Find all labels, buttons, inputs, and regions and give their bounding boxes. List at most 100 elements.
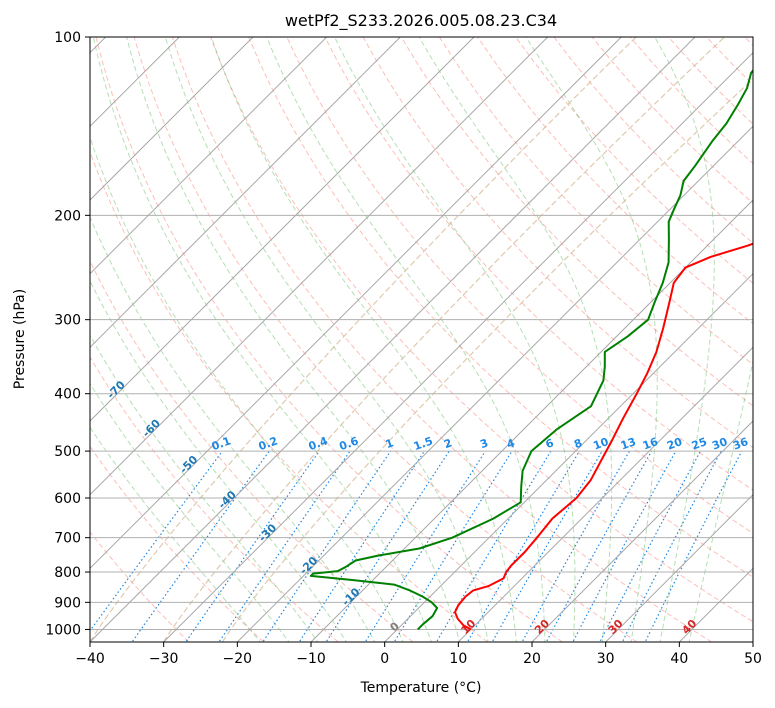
dry-adiabat xyxy=(706,37,753,86)
dry-adiabat xyxy=(133,37,638,642)
dry-adiabat xyxy=(90,531,190,642)
mixing-ratio-line xyxy=(572,450,677,642)
isotherm-line xyxy=(531,420,753,642)
temperature-line xyxy=(454,242,753,631)
profile-lines xyxy=(309,68,753,631)
mixing-ratio-label: 0.6 xyxy=(338,434,361,453)
dry-adiabat xyxy=(90,445,264,642)
x-tick-label: 0 xyxy=(380,651,389,667)
mixing-ratio-label: 20 xyxy=(665,435,684,453)
isotherm-line xyxy=(678,567,753,642)
moist-adiabat xyxy=(418,37,613,642)
reference-curve xyxy=(222,78,753,642)
moist-adiabat xyxy=(688,358,753,642)
y-tick-label: 800 xyxy=(54,565,81,581)
dry-adiabat xyxy=(362,37,753,449)
dry-adiabat xyxy=(95,37,563,642)
isotherm-line xyxy=(384,272,753,642)
mixing-ratio-line xyxy=(466,450,580,642)
mixing-ratio-line xyxy=(185,450,320,642)
y-tick-label: 900 xyxy=(54,595,81,611)
mixing-ratio-label: 1.5 xyxy=(412,434,435,453)
isotherm-grid xyxy=(90,37,753,642)
dry-adiabat xyxy=(90,150,488,642)
isotherm-line xyxy=(90,37,328,275)
isotherm-label: 20 xyxy=(532,617,552,637)
y-tick-label: 700 xyxy=(54,531,81,547)
dry-adiabat xyxy=(90,259,414,642)
isotherm-label: -40 xyxy=(216,488,239,511)
y-tick-label: 400 xyxy=(54,387,81,403)
isotherm-line xyxy=(90,37,622,570)
y-tick-label: 300 xyxy=(54,313,81,329)
chart-title: wetPf2_S233.2026.005.08.23.C34 xyxy=(285,11,557,31)
mixing-ratio-label: 0.4 xyxy=(307,434,330,453)
isotherm-line xyxy=(310,199,753,642)
mixing-ratio-label: 3 xyxy=(478,436,490,451)
isobar-grid xyxy=(90,37,753,630)
isotherm-line xyxy=(236,125,753,642)
mixing-ratio-line xyxy=(644,450,743,642)
moist-adiabat xyxy=(90,382,290,642)
isotherm-line xyxy=(90,37,696,642)
dry-adiabat xyxy=(171,37,712,642)
moist-adiabat xyxy=(90,215,376,642)
isotherm-line xyxy=(457,346,753,642)
mixing-ratio-line xyxy=(325,450,450,642)
isotherm-line xyxy=(90,37,549,496)
mixing-ratio-label: 2 xyxy=(442,436,454,451)
isotherm-label: -10 xyxy=(339,585,362,608)
moist-adiabat xyxy=(210,37,518,642)
mixing-ratio-line xyxy=(298,450,425,642)
mixing-ratio-label: 30 xyxy=(710,435,729,453)
isotherm-line xyxy=(605,493,753,642)
mixing-ratio-line xyxy=(90,450,223,632)
dry-adiabat xyxy=(477,37,753,325)
moist-adiabat xyxy=(164,37,489,642)
x-tick-label: −20 xyxy=(223,651,253,667)
mixing-ratio-label: 13 xyxy=(619,435,638,452)
mixing-ratio-label: 16 xyxy=(641,435,660,453)
x-tick-label: 30 xyxy=(597,651,615,667)
moist-adiabats xyxy=(90,37,753,642)
isotherm-label: -70 xyxy=(105,378,128,401)
dry-adiabats xyxy=(90,37,753,642)
reference-curve xyxy=(163,37,725,642)
dry-adiabat xyxy=(591,37,753,204)
line-labels: 0.1 0.2 0.4 0.6 1 1.5 2 3 4 6 8 10 13 16 20 25 30 36-100-… xyxy=(5,252,750,637)
dry-adiabat xyxy=(248,37,753,578)
y-tick-label: 600 xyxy=(54,491,81,507)
isotherm-line xyxy=(90,37,254,201)
mixing-ratio-label: 8 xyxy=(572,436,584,451)
mixing-ratio-label: 4 xyxy=(505,436,517,451)
isotherm-label: -60 xyxy=(140,416,163,439)
plot-frame xyxy=(89,36,754,643)
mixing-ratio-line xyxy=(393,450,513,642)
x-tick-label: 50 xyxy=(744,651,762,667)
x-tick-label: −30 xyxy=(149,651,179,667)
dewpoint-line xyxy=(309,68,753,631)
x-tick-label: 10 xyxy=(449,651,467,667)
mixing-ratio-label: 1 xyxy=(384,436,396,451)
reference-curves xyxy=(90,37,753,642)
mixing-ratio-line xyxy=(599,450,702,642)
x-tick-label: −10 xyxy=(296,651,326,667)
x-axis-label: Temperature (°C) xyxy=(360,680,482,696)
isotherm-label: -100 xyxy=(5,252,34,281)
y-tick-label: 500 xyxy=(54,444,81,460)
reference-curve xyxy=(90,37,637,642)
y-axis-label: Pressure (hPa) xyxy=(12,289,28,389)
isotherm-label: 40 xyxy=(679,617,699,637)
x-tick-label: −40 xyxy=(75,651,105,667)
dry-adiabat xyxy=(515,37,753,284)
y-tick-label: 100 xyxy=(54,30,81,46)
mixing-ratio-label: 36 xyxy=(731,435,750,453)
y-axis-ticks: 1000 900 800 700 600 500 400 300 200 100 xyxy=(45,30,90,638)
mixing-ratio-line xyxy=(218,450,351,642)
moist-adiabat xyxy=(525,37,658,642)
mixing-ratio-line xyxy=(262,450,392,642)
dry-adiabat xyxy=(400,37,753,407)
mixing-ratio-label: 0.1 xyxy=(210,434,233,453)
y-tick-label: 1000 xyxy=(45,622,81,638)
